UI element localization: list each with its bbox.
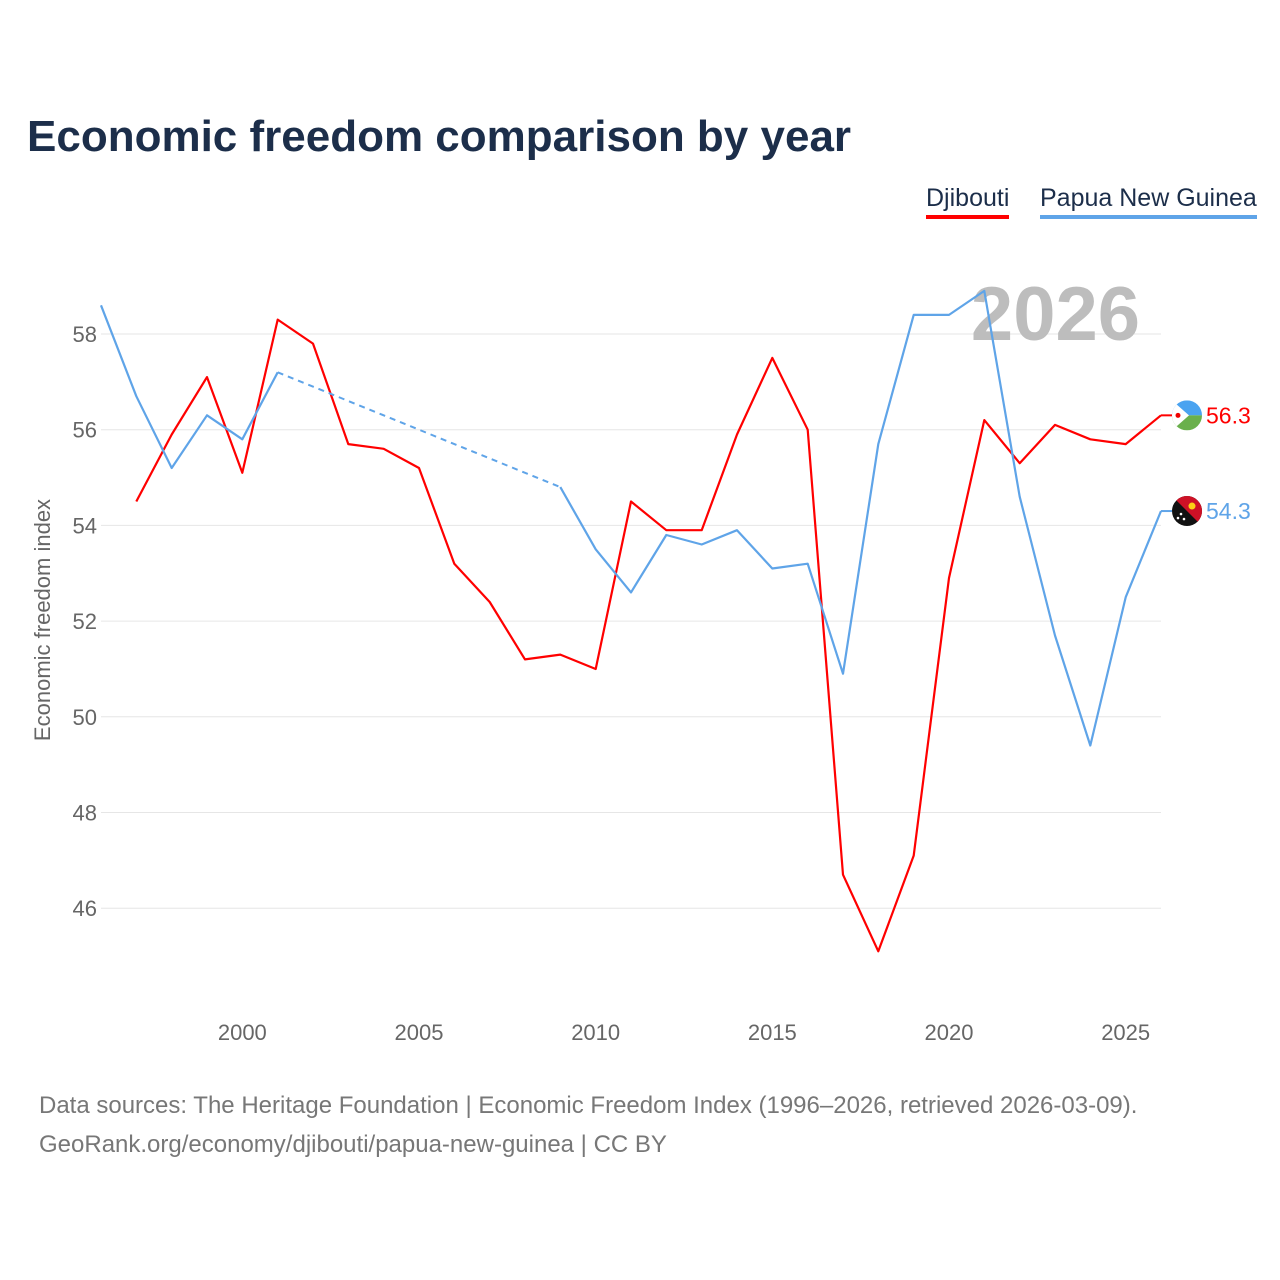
end-value-label: 56.3 xyxy=(1206,402,1251,428)
y-tick-label: 46 xyxy=(73,896,97,921)
footer: Data sources: The Heritage Foundation | … xyxy=(39,1086,1137,1164)
djibouti-flag-icon xyxy=(1172,400,1202,431)
x-tick-label: 2020 xyxy=(925,1020,974,1045)
x-tick-label: 2005 xyxy=(395,1020,444,1045)
y-tick-label: 50 xyxy=(73,705,97,730)
x-tick-label: 2000 xyxy=(218,1020,267,1045)
y-tick-label: 54 xyxy=(73,513,97,538)
legend-papua-new-guinea[interactable]: Papua New Guinea xyxy=(1040,184,1257,219)
legend-djibouti[interactable]: Djibouti xyxy=(926,184,1010,219)
papua-new-guinea-flag-icon xyxy=(1172,496,1202,527)
y-tick-label: 48 xyxy=(73,801,97,826)
data-source-text: Data sources: The Heritage Foundation | … xyxy=(39,1092,1138,1119)
end-value-label: 54.3 xyxy=(1206,498,1251,524)
x-tick-label: 2025 xyxy=(1101,1020,1150,1045)
chart-title: Economic freedom comparison by year xyxy=(27,112,852,161)
y-tick-label: 56 xyxy=(73,418,97,443)
papua-new-guinea-line xyxy=(99,289,1163,747)
x-tick-label: 2015 xyxy=(748,1020,797,1045)
djibouti-line xyxy=(135,318,1162,953)
y-axis-label: Economic freedom index xyxy=(30,499,55,741)
y-tick-label: 52 xyxy=(73,609,97,634)
series-gap-1 xyxy=(277,371,561,489)
source-link[interactable]: GeoRank.org/economy/djibouti/papua-new-g… xyxy=(39,1131,667,1158)
x-tick-label: 2010 xyxy=(571,1020,620,1045)
year-watermark: 2026 xyxy=(971,272,1140,357)
y-tick-label: 58 xyxy=(73,322,97,347)
